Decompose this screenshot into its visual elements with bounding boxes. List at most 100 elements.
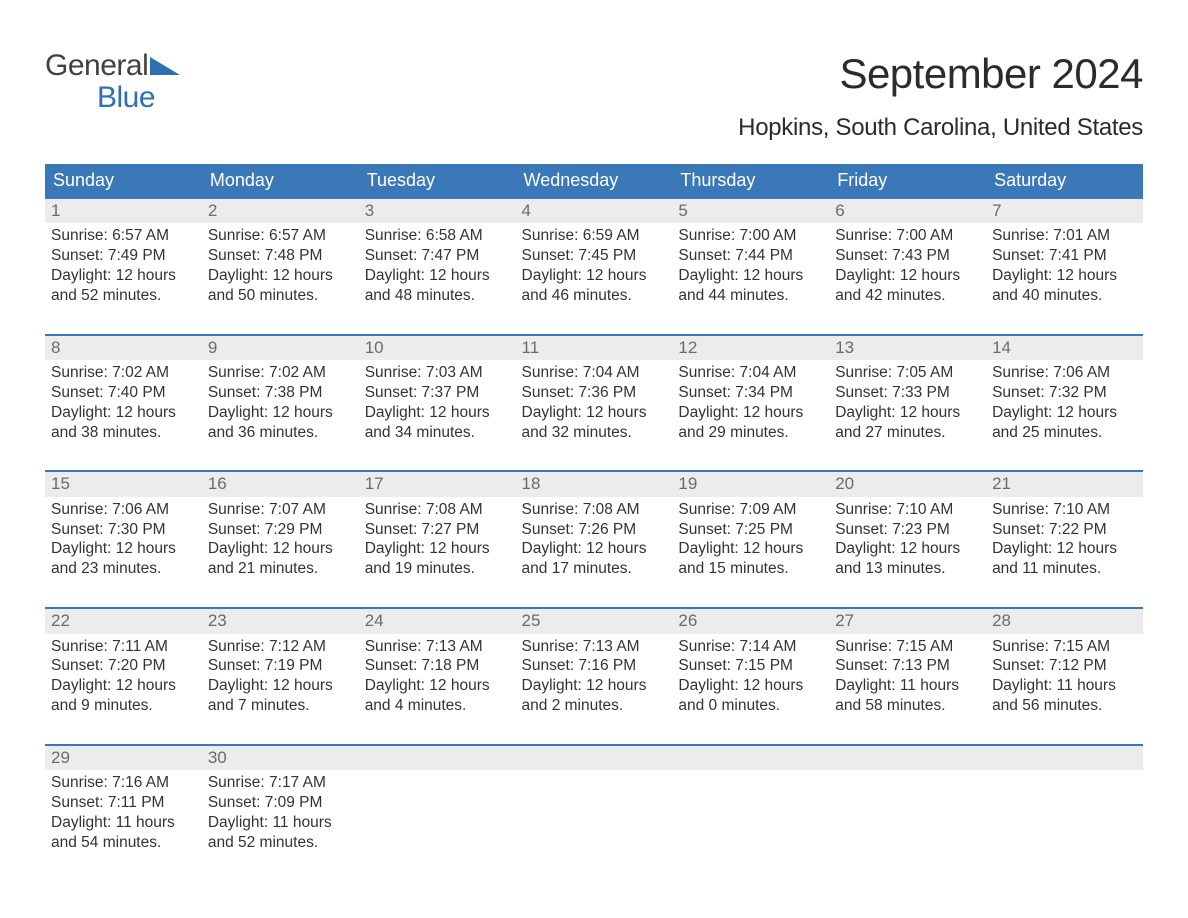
sunrise-text: Sunrise: 7:01 AM [992,226,1137,246]
daylight-text-2: and 19 minutes. [365,559,510,579]
daylight-text-1: Daylight: 12 hours [522,676,667,696]
sunrise-text: Sunrise: 7:04 AM [522,363,667,383]
daylight-text-1: Daylight: 12 hours [208,266,353,286]
daylight-text-2: and 38 minutes. [51,423,196,443]
day-cell: Sunrise: 7:01 AMSunset: 7:41 PMDaylight:… [986,223,1143,334]
sunrise-text: Sunrise: 6:58 AM [365,226,510,246]
day-cell: Sunrise: 7:00 AMSunset: 7:43 PMDaylight:… [829,223,986,334]
sunset-text: Sunset: 7:20 PM [51,656,196,676]
day-number: 14 [986,335,1143,360]
sunrise-text: Sunrise: 7:07 AM [208,500,353,520]
sunset-text: Sunset: 7:26 PM [522,520,667,540]
sunrise-text: Sunrise: 7:00 AM [835,226,980,246]
daylight-text-2: and 58 minutes. [835,696,980,716]
sunrise-text: Sunrise: 7:12 AM [208,637,353,657]
daylight-text-2: and 34 minutes. [365,423,510,443]
day-cell: Sunrise: 7:05 AMSunset: 7:33 PMDaylight:… [829,360,986,471]
sunrise-text: Sunrise: 7:00 AM [678,226,823,246]
sunset-text: Sunset: 7:29 PM [208,520,353,540]
sunset-text: Sunset: 7:43 PM [835,246,980,266]
daylight-text-1: Daylight: 11 hours [992,676,1137,696]
sunrise-text: Sunrise: 6:59 AM [522,226,667,246]
sunrise-text: Sunrise: 7:03 AM [365,363,510,383]
daylight-text-2: and 48 minutes. [365,286,510,306]
day-number: 17 [359,471,516,496]
day-number: 16 [202,471,359,496]
day-cell: Sunrise: 7:04 AMSunset: 7:36 PMDaylight:… [516,360,673,471]
daylight-text-1: Daylight: 12 hours [365,266,510,286]
daylight-text-1: Daylight: 12 hours [522,266,667,286]
day-number: 24 [359,608,516,633]
day-cell [829,770,986,880]
daylight-text-1: Daylight: 12 hours [678,539,823,559]
day-number: 7 [986,198,1143,223]
day-cell: Sunrise: 6:57 AMSunset: 7:49 PMDaylight:… [45,223,202,334]
day-cell: Sunrise: 7:13 AMSunset: 7:18 PMDaylight:… [359,634,516,745]
sunrise-text: Sunrise: 7:11 AM [51,637,196,657]
day-number: 28 [986,608,1143,633]
sunset-text: Sunset: 7:45 PM [522,246,667,266]
day-number: 2 [202,198,359,223]
sunset-text: Sunset: 7:30 PM [51,520,196,540]
daylight-text-2: and 21 minutes. [208,559,353,579]
sunrise-text: Sunrise: 7:04 AM [678,363,823,383]
day-header: Tuesday [359,164,516,198]
sunset-text: Sunset: 7:49 PM [51,246,196,266]
daylight-text-2: and 40 minutes. [992,286,1137,306]
daylight-text-1: Daylight: 12 hours [992,266,1137,286]
day-number: 11 [516,335,673,360]
daylight-text-2: and 42 minutes. [835,286,980,306]
daylight-text-1: Daylight: 12 hours [835,403,980,423]
daylight-text-2: and 52 minutes. [51,286,196,306]
daylight-text-1: Daylight: 12 hours [678,266,823,286]
day-header: Saturday [986,164,1143,198]
sunset-text: Sunset: 7:18 PM [365,656,510,676]
day-header: Friday [829,164,986,198]
daylight-text-1: Daylight: 12 hours [208,676,353,696]
daylight-text-1: Daylight: 12 hours [678,403,823,423]
day-number: 30 [202,745,359,770]
sunset-text: Sunset: 7:37 PM [365,383,510,403]
month-title: September 2024 [738,50,1143,98]
sunrise-text: Sunrise: 7:08 AM [365,500,510,520]
daylight-text-2: and 13 minutes. [835,559,980,579]
day-number [672,745,829,770]
sunset-text: Sunset: 7:13 PM [835,656,980,676]
sunset-text: Sunset: 7:11 PM [51,793,196,813]
day-header: Monday [202,164,359,198]
day-cell: Sunrise: 7:08 AMSunset: 7:26 PMDaylight:… [516,497,673,608]
sunrise-text: Sunrise: 7:06 AM [51,500,196,520]
daylight-text-1: Daylight: 11 hours [51,813,196,833]
daylight-text-1: Daylight: 12 hours [365,676,510,696]
day-cell: Sunrise: 7:04 AMSunset: 7:34 PMDaylight:… [672,360,829,471]
daylight-text-1: Daylight: 12 hours [51,266,196,286]
day-number: 9 [202,335,359,360]
daynum-row: 1234567 [45,198,1143,223]
sunset-text: Sunset: 7:33 PM [835,383,980,403]
day-cell: Sunrise: 7:10 AMSunset: 7:22 PMDaylight:… [986,497,1143,608]
daylight-text-1: Daylight: 12 hours [522,539,667,559]
day-cell: Sunrise: 6:57 AMSunset: 7:48 PMDaylight:… [202,223,359,334]
daylight-text-2: and 0 minutes. [678,696,823,716]
day-number: 18 [516,471,673,496]
logo: General Blue [45,50,180,113]
logo-triangle-icon [150,50,180,82]
day-number: 20 [829,471,986,496]
day-cell: Sunrise: 7:13 AMSunset: 7:16 PMDaylight:… [516,634,673,745]
day-number: 29 [45,745,202,770]
sunrise-text: Sunrise: 7:02 AM [208,363,353,383]
day-cell: Sunrise: 6:59 AMSunset: 7:45 PMDaylight:… [516,223,673,334]
daylight-text-2: and 11 minutes. [992,559,1137,579]
day-cell: Sunrise: 7:09 AMSunset: 7:25 PMDaylight:… [672,497,829,608]
daylight-text-2: and 4 minutes. [365,696,510,716]
day-cell [672,770,829,880]
sunset-text: Sunset: 7:15 PM [678,656,823,676]
day-cell: Sunrise: 7:10 AMSunset: 7:23 PMDaylight:… [829,497,986,608]
day-number: 26 [672,608,829,633]
daylight-text-2: and 2 minutes. [522,696,667,716]
day-body-row: Sunrise: 7:02 AMSunset: 7:40 PMDaylight:… [45,360,1143,471]
daynum-row: 22232425262728 [45,608,1143,633]
daylight-text-2: and 7 minutes. [208,696,353,716]
day-number: 15 [45,471,202,496]
daylight-text-2: and 15 minutes. [678,559,823,579]
